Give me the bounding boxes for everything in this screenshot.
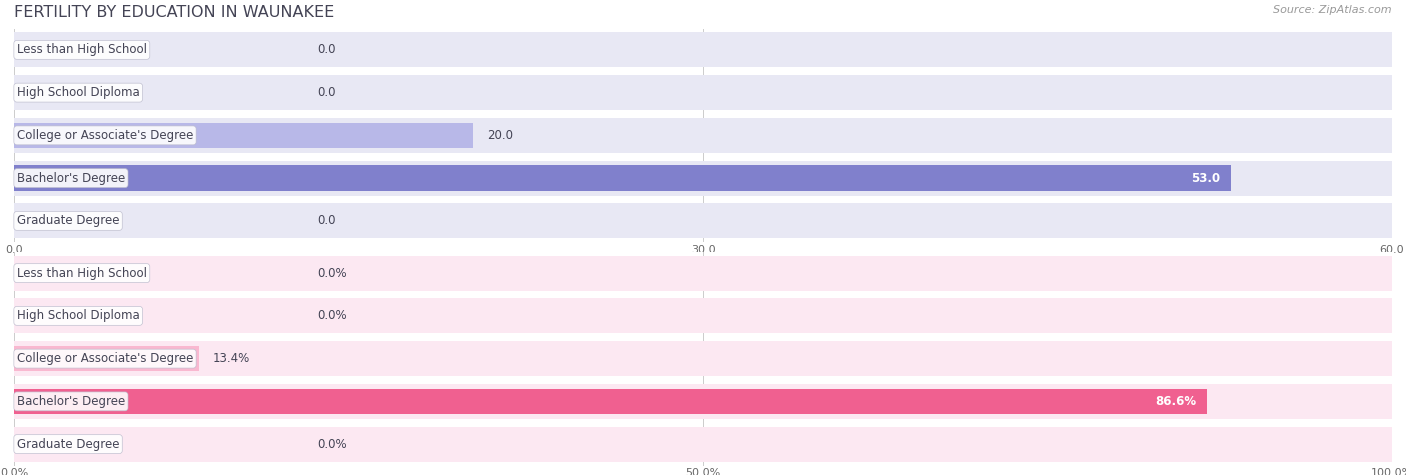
Bar xyxy=(14,118,1392,153)
Text: 0.0%: 0.0% xyxy=(318,266,347,280)
Text: FERTILITY BY EDUCATION IN WAUNAKEE: FERTILITY BY EDUCATION IN WAUNAKEE xyxy=(14,5,335,20)
Text: High School Diploma: High School Diploma xyxy=(17,86,139,99)
Bar xyxy=(14,346,198,371)
Bar xyxy=(14,341,1392,376)
Bar xyxy=(14,165,1232,191)
Bar xyxy=(14,123,474,148)
Text: 86.6%: 86.6% xyxy=(1156,395,1197,408)
Text: Source: ZipAtlas.com: Source: ZipAtlas.com xyxy=(1274,5,1392,15)
Text: College or Associate's Degree: College or Associate's Degree xyxy=(17,129,193,142)
Text: 20.0: 20.0 xyxy=(486,129,513,142)
Text: Graduate Degree: Graduate Degree xyxy=(17,437,120,451)
Bar xyxy=(14,161,1392,196)
Text: Bachelor's Degree: Bachelor's Degree xyxy=(17,171,125,185)
Text: Less than High School: Less than High School xyxy=(17,43,146,57)
Text: Graduate Degree: Graduate Degree xyxy=(17,214,120,228)
Text: 53.0: 53.0 xyxy=(1191,171,1220,185)
Bar xyxy=(14,389,1208,414)
Text: College or Associate's Degree: College or Associate's Degree xyxy=(17,352,193,365)
Text: Less than High School: Less than High School xyxy=(17,266,146,280)
Text: 0.0: 0.0 xyxy=(318,214,336,228)
Text: 0.0%: 0.0% xyxy=(318,437,347,451)
Text: 0.0: 0.0 xyxy=(318,43,336,57)
Text: 0.0%: 0.0% xyxy=(318,309,347,323)
Text: 0.0: 0.0 xyxy=(318,86,336,99)
Bar xyxy=(14,256,1392,291)
Bar xyxy=(14,75,1392,110)
Bar xyxy=(14,427,1392,462)
Text: Bachelor's Degree: Bachelor's Degree xyxy=(17,395,125,408)
Bar xyxy=(14,298,1392,333)
Bar xyxy=(14,203,1392,238)
Bar xyxy=(14,32,1392,67)
Text: 13.4%: 13.4% xyxy=(212,352,250,365)
Text: High School Diploma: High School Diploma xyxy=(17,309,139,323)
Bar xyxy=(14,384,1392,419)
